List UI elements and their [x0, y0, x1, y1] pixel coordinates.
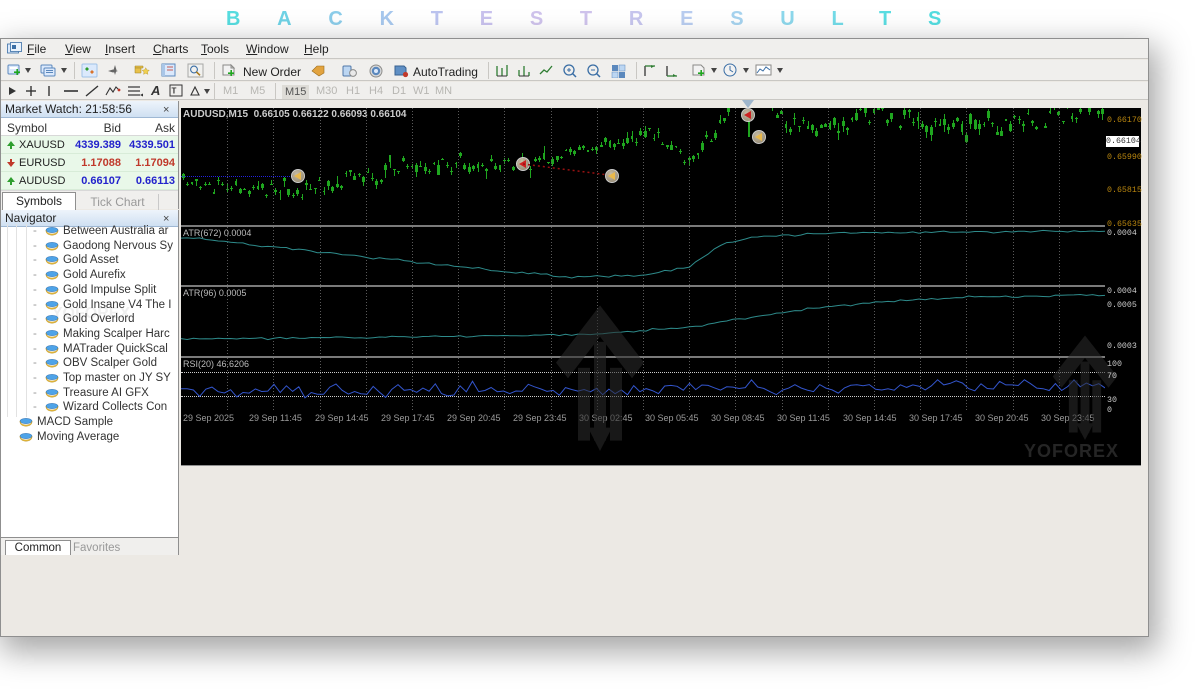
svg-text:T: T: [172, 87, 177, 96]
